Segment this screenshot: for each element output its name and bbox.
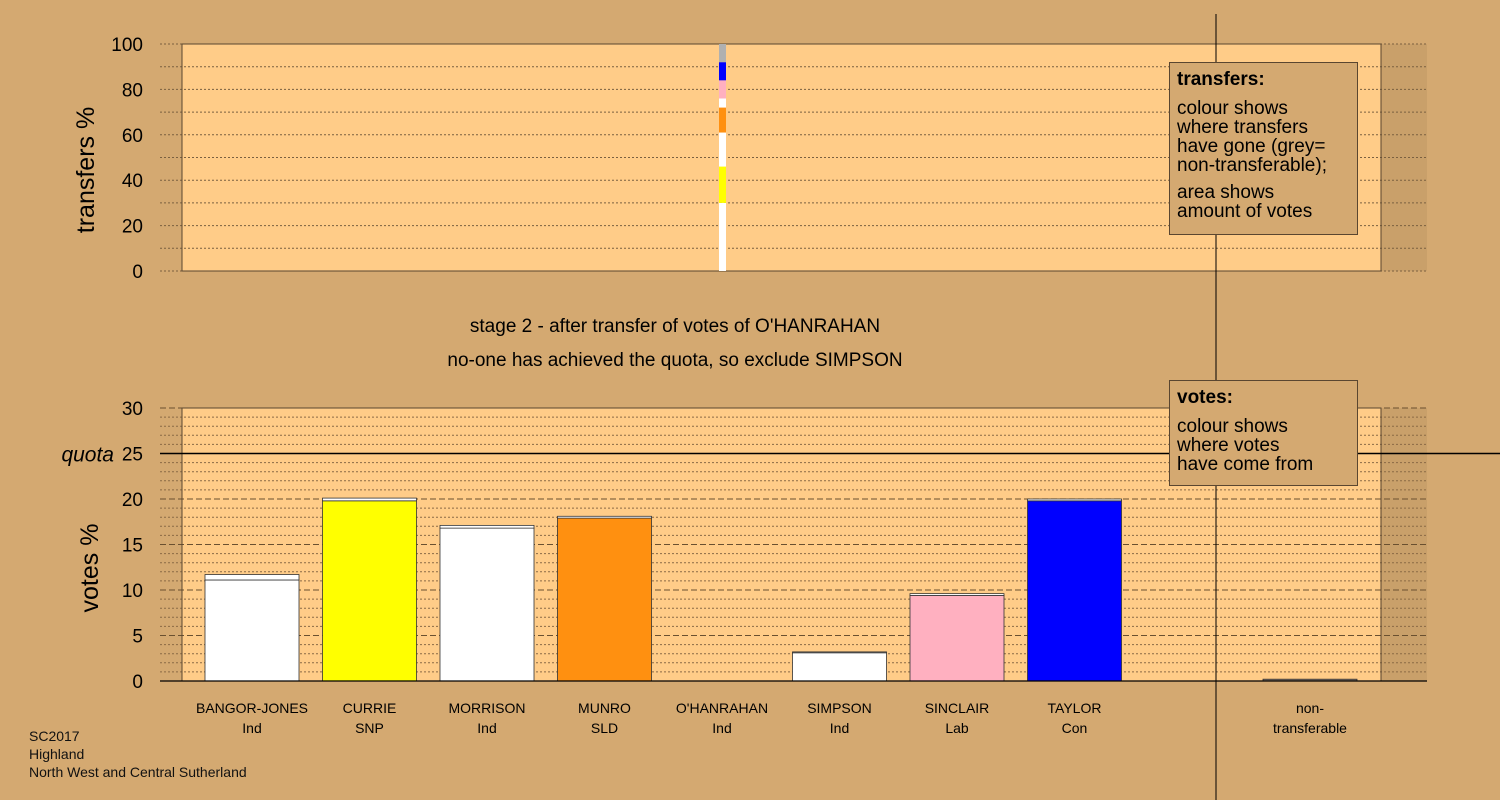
legend-votes: votes: colour shows where votes have com… bbox=[1169, 380, 1358, 486]
transfers-axis-label: transfers % bbox=[72, 107, 100, 233]
legend-votes-line: colour shows bbox=[1177, 416, 1288, 437]
transfer-segment-simpson bbox=[719, 98, 726, 108]
vote-bar bbox=[439, 527, 535, 682]
transfer-segment-non-transferable bbox=[719, 44, 726, 63]
votes-tick-label: 20 bbox=[122, 490, 143, 511]
candidate-party-label: Ind bbox=[477, 720, 496, 736]
footer-info: SC2017 Highland North West and Central S… bbox=[29, 727, 247, 781]
candidate-party-label: Ind bbox=[830, 720, 849, 736]
transfers-tick-label: 0 bbox=[132, 262, 143, 283]
votes-tick-label: 15 bbox=[122, 536, 143, 557]
candidate-name-label: SINCLAIR bbox=[925, 700, 990, 716]
transfers-plot-frame bbox=[181, 43, 1382, 272]
votes-tick-label: 5 bbox=[132, 627, 143, 648]
votes-tick-label: 30 bbox=[122, 399, 143, 420]
vote-bar bbox=[322, 500, 417, 682]
transfer-segment-currie bbox=[719, 166, 726, 203]
transfer-segment-taylor bbox=[719, 62, 726, 81]
stage-subtitle: no-one has achieved the quota, so exclud… bbox=[447, 350, 902, 371]
candidate-name-label: TAYLOR bbox=[1048, 700, 1102, 716]
vote-bar bbox=[204, 579, 300, 682]
legend-transfers-line: have gone (grey= bbox=[1177, 136, 1326, 157]
legend-votes-title: votes: bbox=[1177, 387, 1233, 408]
candidate-name-label: O'HANRAHAN bbox=[676, 700, 768, 716]
transfers-tick-label: 40 bbox=[122, 171, 143, 192]
transfer-segment-morrison bbox=[719, 132, 726, 167]
transfers-tick-label: 60 bbox=[122, 126, 143, 147]
legend-transfers-line: non-transferable); bbox=[1177, 155, 1327, 176]
transfers-tick-label: 100 bbox=[111, 35, 143, 56]
legend-transfers-line: amount of votes bbox=[1177, 201, 1313, 222]
candidate-name-label: SIMPSON bbox=[807, 700, 872, 716]
transfer-segment-sinclair bbox=[719, 80, 726, 99]
candidate-name-label: CURRIE bbox=[343, 700, 397, 716]
legend-transfers-line: colour shows bbox=[1177, 98, 1288, 119]
vote-bar-transfer bbox=[557, 515, 652, 519]
candidate-party-label: SLD bbox=[591, 720, 618, 736]
transfer-segment-munro bbox=[719, 107, 726, 133]
stage-title: stage 2 - after transfer of votes of O'H… bbox=[470, 316, 880, 337]
vote-bar bbox=[557, 517, 652, 682]
transfers-tick-label: 20 bbox=[122, 217, 143, 238]
nontransferable-label: transferable bbox=[1273, 720, 1347, 736]
vote-bar bbox=[909, 595, 1005, 682]
footer-council: Highland bbox=[29, 746, 85, 762]
footer-election: SC2017 bbox=[29, 728, 80, 744]
vote-bar-transfer bbox=[204, 574, 300, 581]
vote-bar-transfer bbox=[322, 497, 417, 502]
legend-transfers-line: where transfers bbox=[1177, 117, 1308, 138]
vote-bar-transfer bbox=[792, 651, 887, 654]
candidate-name-label: MUNRO bbox=[578, 700, 631, 716]
vote-bar bbox=[1027, 500, 1122, 682]
footer-ward: North West and Central Sutherland bbox=[29, 764, 247, 780]
transfers-tick-label: 80 bbox=[122, 80, 143, 101]
votes-tick-label: 10 bbox=[122, 581, 143, 602]
candidate-name-label: MORRISON bbox=[449, 700, 526, 716]
candidate-party-label: SNP bbox=[355, 720, 384, 736]
legend-votes-line: have come from bbox=[1177, 454, 1314, 475]
vote-bar-transfer bbox=[439, 524, 535, 529]
votes-axis-label: votes % bbox=[76, 524, 104, 613]
nontransferable-label: non- bbox=[1296, 700, 1324, 716]
vote-bar-transfer bbox=[1027, 498, 1122, 502]
votes-tick-label: 0 bbox=[132, 672, 143, 693]
legend-transfers: transfers: colour shows where transfers … bbox=[1169, 62, 1358, 235]
votes-tick-label: 25 bbox=[122, 445, 143, 466]
candidate-name-label: BANGOR-JONES bbox=[196, 700, 308, 716]
legend-votes-line: where votes bbox=[1177, 435, 1280, 456]
candidate-party-label: Con bbox=[1062, 720, 1088, 736]
vote-bar-transfer bbox=[909, 593, 1005, 596]
candidate-party-label: Lab bbox=[945, 720, 969, 736]
quota-label: quota bbox=[61, 444, 114, 467]
legend-transfers-title: transfers: bbox=[1177, 69, 1265, 90]
legend-transfers-line: area shows bbox=[1177, 182, 1275, 203]
vote-bar bbox=[792, 652, 887, 682]
candidate-party-label: Ind bbox=[242, 720, 261, 736]
transfer-segment-bangor-jones bbox=[719, 202, 726, 271]
candidate-party-label: Ind bbox=[712, 720, 731, 736]
